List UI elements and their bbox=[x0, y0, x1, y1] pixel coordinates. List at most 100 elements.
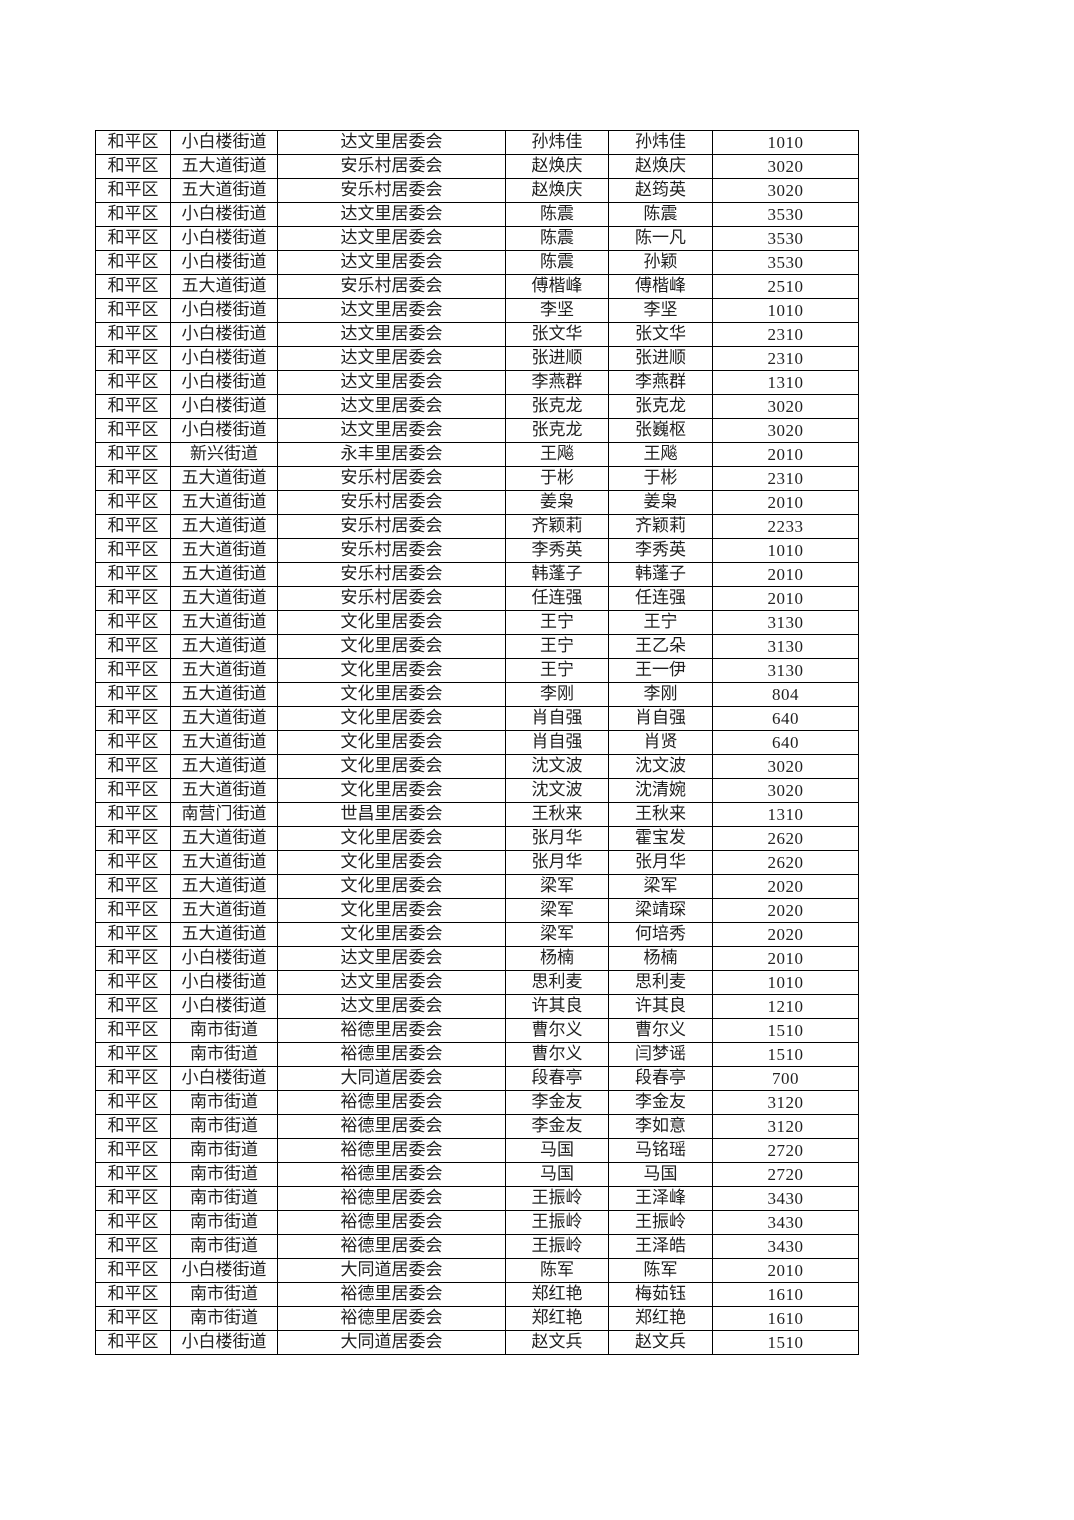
cell-name-secondary: 张巍枢 bbox=[608, 418, 713, 443]
cell-committee: 达文里居委会 bbox=[277, 994, 506, 1019]
cell-street: 五大道街道 bbox=[170, 466, 278, 491]
cell-street: 五大道街道 bbox=[170, 586, 278, 611]
cell-name-secondary: 霍宝发 bbox=[608, 826, 713, 851]
cell-name-secondary: 齐颖莉 bbox=[608, 514, 713, 539]
table-row: 和平区 小白楼街道 达文里居委会 思利麦 思利麦 1010 bbox=[95, 970, 859, 995]
cell-amount: 2020 bbox=[712, 922, 859, 947]
cell-amount: 1610 bbox=[712, 1306, 859, 1331]
table-row: 和平区 小白楼街道 达文里居委会 陈震 陈震 3530 bbox=[95, 202, 859, 227]
cell-street: 小白楼街道 bbox=[170, 994, 278, 1019]
cell-committee: 裕德里居委会 bbox=[277, 1162, 506, 1187]
cell-name-secondary: 梅茹钰 bbox=[608, 1282, 713, 1307]
cell-amount: 2010 bbox=[712, 490, 859, 515]
cell-name-primary: 傅楷峰 bbox=[505, 274, 609, 299]
table-row: 和平区 五大道街道 安乐村居委会 傅楷峰 傅楷峰 2510 bbox=[95, 274, 859, 299]
cell-amount: 3530 bbox=[712, 250, 859, 275]
cell-name-secondary: 梁军 bbox=[608, 874, 713, 899]
cell-committee: 文化里居委会 bbox=[277, 706, 506, 731]
cell-committee: 安乐村居委会 bbox=[277, 154, 506, 179]
cell-name-primary: 陈震 bbox=[505, 202, 609, 227]
cell-street: 南市街道 bbox=[170, 1282, 278, 1307]
cell-amount: 3120 bbox=[712, 1114, 859, 1139]
cell-amount: 1010 bbox=[712, 538, 859, 563]
table-row: 和平区 五大道街道 文化里居委会 肖自强 肖贤 640 bbox=[95, 730, 859, 755]
cell-name-primary: 王振岭 bbox=[505, 1234, 609, 1259]
cell-street: 五大道街道 bbox=[170, 610, 278, 635]
table-row: 和平区 南市街道 裕德里居委会 郑红艳 郑红艳 1610 bbox=[95, 1306, 859, 1331]
cell-district: 和平区 bbox=[95, 1186, 171, 1211]
cell-committee: 文化里居委会 bbox=[277, 658, 506, 683]
cell-name-primary: 沈文波 bbox=[505, 778, 609, 803]
cell-committee: 安乐村居委会 bbox=[277, 514, 506, 539]
cell-district: 和平区 bbox=[95, 154, 171, 179]
cell-name-secondary: 张克龙 bbox=[608, 394, 713, 419]
cell-district: 和平区 bbox=[95, 778, 171, 803]
cell-district: 和平区 bbox=[95, 754, 171, 779]
cell-name-primary: 李金友 bbox=[505, 1114, 609, 1139]
cell-amount: 2010 bbox=[712, 586, 859, 611]
cell-committee: 达文里居委会 bbox=[277, 970, 506, 995]
cell-committee: 安乐村居委会 bbox=[277, 466, 506, 491]
table-row: 和平区 南营门街道 世昌里居委会 王秋来 王秋来 1310 bbox=[95, 802, 859, 827]
cell-district: 和平区 bbox=[95, 370, 171, 395]
table-row: 和平区 五大道街道 文化里居委会 王宁 王宁 3130 bbox=[95, 610, 859, 635]
cell-amount: 804 bbox=[712, 682, 859, 707]
cell-name-secondary: 于彬 bbox=[608, 466, 713, 491]
table-row: 和平区 小白楼街道 达文里居委会 陈震 孙颖 3530 bbox=[95, 250, 859, 275]
cell-name-primary: 姜枭 bbox=[505, 490, 609, 515]
cell-committee: 文化里居委会 bbox=[277, 898, 506, 923]
cell-name-secondary: 李如意 bbox=[608, 1114, 713, 1139]
cell-amount: 1010 bbox=[712, 130, 859, 155]
cell-name-secondary: 思利麦 bbox=[608, 970, 713, 995]
cell-street: 五大道街道 bbox=[170, 274, 278, 299]
cell-amount: 1210 bbox=[712, 994, 859, 1019]
cell-committee: 裕德里居委会 bbox=[277, 1042, 506, 1067]
cell-district: 和平区 bbox=[95, 394, 171, 419]
cell-name-secondary: 段春亭 bbox=[608, 1066, 713, 1091]
cell-district: 和平区 bbox=[95, 1018, 171, 1043]
cell-committee: 裕德里居委会 bbox=[277, 1306, 506, 1331]
table-row: 和平区 五大道街道 文化里居委会 沈文波 沈清婉 3020 bbox=[95, 778, 859, 803]
cell-amount: 3020 bbox=[712, 394, 859, 419]
cell-amount: 1610 bbox=[712, 1282, 859, 1307]
cell-committee: 达文里居委会 bbox=[277, 226, 506, 251]
cell-street: 小白楼街道 bbox=[170, 130, 278, 155]
cell-district: 和平区 bbox=[95, 1090, 171, 1115]
cell-name-primary: 张文华 bbox=[505, 322, 609, 347]
table-row: 和平区 小白楼街道 达文里居委会 张克龙 张巍枢 3020 bbox=[95, 418, 859, 443]
cell-name-secondary: 郑红艳 bbox=[608, 1306, 713, 1331]
cell-street: 小白楼街道 bbox=[170, 322, 278, 347]
cell-amount: 2720 bbox=[712, 1162, 859, 1187]
table-row: 和平区 五大道街道 文化里居委会 梁军 梁靖琛 2020 bbox=[95, 898, 859, 923]
cell-name-primary: 陈震 bbox=[505, 250, 609, 275]
cell-amount: 3130 bbox=[712, 634, 859, 659]
cell-district: 和平区 bbox=[95, 202, 171, 227]
cell-street: 五大道街道 bbox=[170, 154, 278, 179]
table-row: 和平区 小白楼街道 达文里居委会 张进顺 张进顺 2310 bbox=[95, 346, 859, 371]
cell-name-secondary: 李燕群 bbox=[608, 370, 713, 395]
cell-street: 五大道街道 bbox=[170, 514, 278, 539]
cell-name-secondary: 傅楷峰 bbox=[608, 274, 713, 299]
cell-committee: 达文里居委会 bbox=[277, 130, 506, 155]
cell-district: 和平区 bbox=[95, 1330, 171, 1355]
cell-name-secondary: 王乙朵 bbox=[608, 634, 713, 659]
cell-district: 和平区 bbox=[95, 682, 171, 707]
cell-street: 五大道街道 bbox=[170, 826, 278, 851]
cell-name-primary: 王振岭 bbox=[505, 1186, 609, 1211]
cell-amount: 3020 bbox=[712, 178, 859, 203]
table-row: 和平区 南市街道 裕德里居委会 王振岭 王泽峰 3430 bbox=[95, 1186, 859, 1211]
cell-committee: 达文里居委会 bbox=[277, 370, 506, 395]
cell-amount: 3530 bbox=[712, 226, 859, 251]
cell-name-primary: 孙炜佳 bbox=[505, 130, 609, 155]
cell-district: 和平区 bbox=[95, 418, 171, 443]
cell-name-secondary: 王振岭 bbox=[608, 1210, 713, 1235]
cell-district: 和平区 bbox=[95, 250, 171, 275]
cell-name-secondary: 肖贤 bbox=[608, 730, 713, 755]
cell-name-secondary: 王秋来 bbox=[608, 802, 713, 827]
cell-street: 南市街道 bbox=[170, 1234, 278, 1259]
roster-table-body: 和平区 小白楼街道 达文里居委会 孙炜佳 孙炜佳 1010 和平区 五大道街道 安乐村居委会 赵焕… bbox=[95, 130, 859, 1355]
cell-committee: 裕德里居委会 bbox=[277, 1018, 506, 1043]
cell-name-primary: 王宁 bbox=[505, 610, 609, 635]
cell-committee: 安乐村居委会 bbox=[277, 562, 506, 587]
cell-district: 和平区 bbox=[95, 1258, 171, 1283]
